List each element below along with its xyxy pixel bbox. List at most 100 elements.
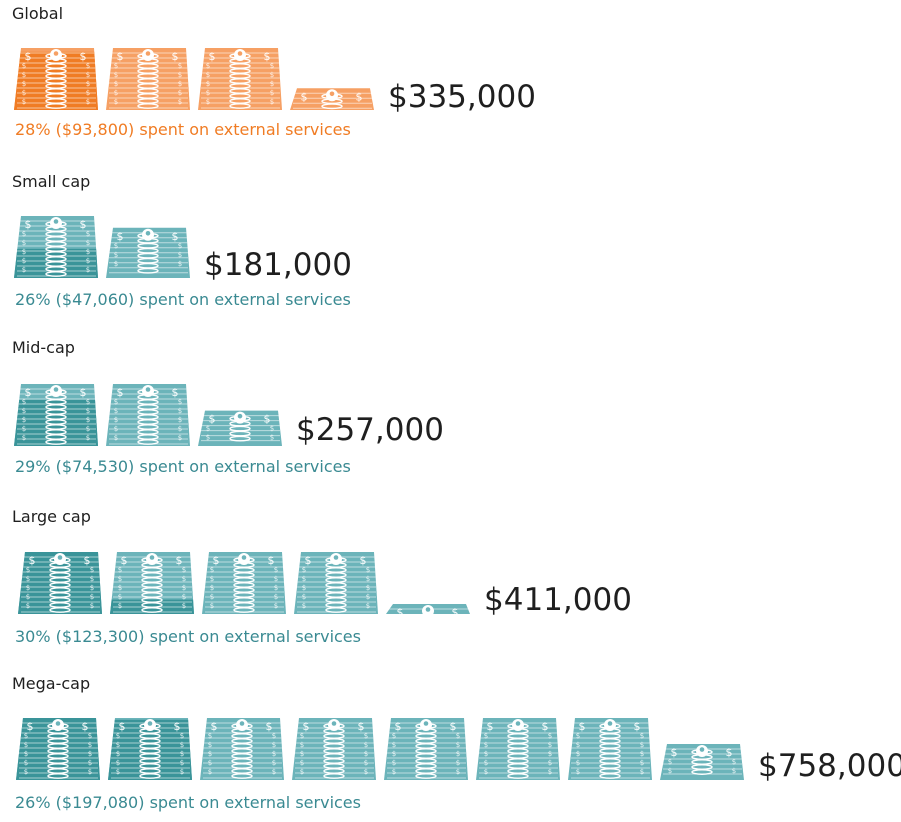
svg-text:$: $	[579, 720, 586, 733]
svg-text:$: $	[114, 434, 118, 442]
svg-text:$: $	[118, 584, 122, 592]
svg-text:$: $	[210, 593, 214, 601]
svg-text:$: $	[114, 425, 118, 433]
total-value: $257,000	[296, 412, 444, 448]
svg-text:$: $	[208, 732, 212, 740]
category-label: Small cap	[12, 172, 91, 191]
banknote-stacks: $ $$ $$ $$ $$ $$ $$ $$ $$ $$ $$ $$ $$ $$ $$ $	[14, 384, 282, 446]
banknote-stack: $ $$ $$ $	[660, 744, 744, 780]
svg-text:$: $	[732, 767, 736, 775]
banknote-stack: $ $$ $$ $$ $$ $$ $	[16, 718, 100, 780]
svg-text:$: $	[366, 602, 370, 610]
svg-text:$: $	[358, 720, 365, 733]
svg-text:$: $	[80, 50, 87, 63]
svg-text:$: $	[302, 566, 306, 574]
svg-text:$: $	[117, 230, 124, 243]
svg-text:$: $	[22, 434, 26, 442]
svg-text:$: $	[640, 750, 644, 758]
svg-text:$: $	[640, 741, 644, 749]
svg-text:$: $	[180, 759, 184, 767]
svg-text:$: $	[26, 566, 30, 574]
svg-text:$: $	[301, 90, 308, 103]
banknote-stack: $ $$ $$ $$ $$ $$ $	[14, 216, 98, 278]
svg-text:$: $	[84, 554, 91, 567]
svg-text:$: $	[26, 602, 30, 610]
svg-text:$: $	[22, 89, 26, 97]
category-label: Mega-cap	[12, 674, 91, 693]
svg-text:$: $	[270, 80, 274, 88]
svg-text:$: $	[90, 566, 94, 574]
svg-text:$: $	[576, 768, 580, 776]
svg-text:$: $	[22, 71, 26, 79]
svg-text:$: $	[366, 584, 370, 592]
svg-text:$: $	[576, 750, 580, 758]
svg-text:$: $	[303, 720, 310, 733]
svg-text:$: $	[86, 239, 90, 247]
banknote-stack: $ $$ $$ $$ $$ $$ $	[108, 718, 192, 780]
svg-text:$: $	[484, 759, 488, 767]
svg-text:$: $	[300, 759, 304, 767]
svg-text:$: $	[542, 720, 549, 733]
svg-text:$: $	[272, 732, 276, 740]
svg-text:$: $	[90, 602, 94, 610]
svg-text:$: $	[395, 720, 402, 733]
svg-text:$: $	[302, 593, 306, 601]
svg-text:$: $	[274, 584, 278, 592]
svg-text:$: $	[484, 732, 488, 740]
svg-text:$: $	[450, 720, 457, 733]
svg-text:$: $	[634, 720, 641, 733]
banknote-stack: $ $$ $$ $$ $$ $$ $	[200, 718, 284, 780]
svg-text:$: $	[178, 242, 182, 250]
svg-text:$: $	[86, 425, 90, 433]
svg-text:$: $	[25, 50, 32, 63]
svg-text:$: $	[114, 89, 118, 97]
svg-text:$: $	[300, 768, 304, 776]
svg-text:$: $	[114, 98, 118, 106]
svg-text:$: $	[300, 750, 304, 758]
svg-text:$: $	[86, 416, 90, 424]
banknote-stack: $ $	[290, 88, 374, 110]
external-services-note: 26% ($47,060) spent on external services	[15, 290, 351, 309]
svg-text:$: $	[24, 750, 28, 758]
svg-text:$: $	[88, 732, 92, 740]
svg-text:$: $	[576, 741, 580, 749]
svg-text:$: $	[397, 606, 404, 619]
total-value: $181,000	[204, 247, 352, 283]
svg-text:$: $	[182, 602, 186, 610]
svg-text:$: $	[732, 758, 736, 766]
svg-text:$: $	[86, 80, 90, 88]
svg-text:$: $	[86, 407, 90, 415]
svg-text:$: $	[86, 62, 90, 70]
svg-text:$: $	[114, 71, 118, 79]
banknote-stack: $ $$ $$ $$ $$ $$ $	[292, 718, 376, 780]
svg-text:$: $	[272, 741, 276, 749]
svg-text:$: $	[456, 741, 460, 749]
svg-text:$: $	[86, 434, 90, 442]
svg-text:$: $	[264, 50, 271, 63]
svg-text:$: $	[206, 434, 210, 442]
svg-text:$: $	[118, 593, 122, 601]
svg-text:$: $	[270, 434, 274, 442]
external-services-note: 30% ($123,300) spent on external service…	[15, 627, 361, 646]
svg-text:$: $	[116, 768, 120, 776]
svg-text:$: $	[726, 746, 733, 759]
svg-text:$: $	[119, 720, 126, 733]
svg-text:$: $	[209, 50, 216, 63]
svg-text:$: $	[26, 593, 30, 601]
svg-text:$: $	[118, 566, 122, 574]
svg-text:$: $	[29, 554, 36, 567]
svg-text:$: $	[25, 218, 32, 231]
svg-text:$: $	[25, 386, 32, 399]
svg-text:$: $	[178, 80, 182, 88]
external-services-note: 29% ($74,530) spent on external services	[15, 457, 351, 476]
svg-text:$: $	[22, 407, 26, 415]
svg-text:$: $	[182, 593, 186, 601]
svg-text:$: $	[22, 98, 26, 106]
svg-text:$: $	[264, 413, 271, 426]
svg-text:$: $	[117, 386, 124, 399]
svg-text:$: $	[114, 251, 118, 259]
banknote-stacks: $ $$ $$ $$ $$ $$ $$ $$ $$ $$ $$ $$ $$ $$ $$ $$ $$ $$ $$ $$ $…	[16, 718, 744, 780]
svg-text:$: $	[366, 575, 370, 583]
svg-text:$: $	[484, 750, 488, 758]
banknote-stacks: $ $$ $$ $$ $$ $$ $$ $$ $$ $$ $$ $$ $$ $$ $$ $$ $$ $$ $ $ $	[14, 48, 374, 110]
